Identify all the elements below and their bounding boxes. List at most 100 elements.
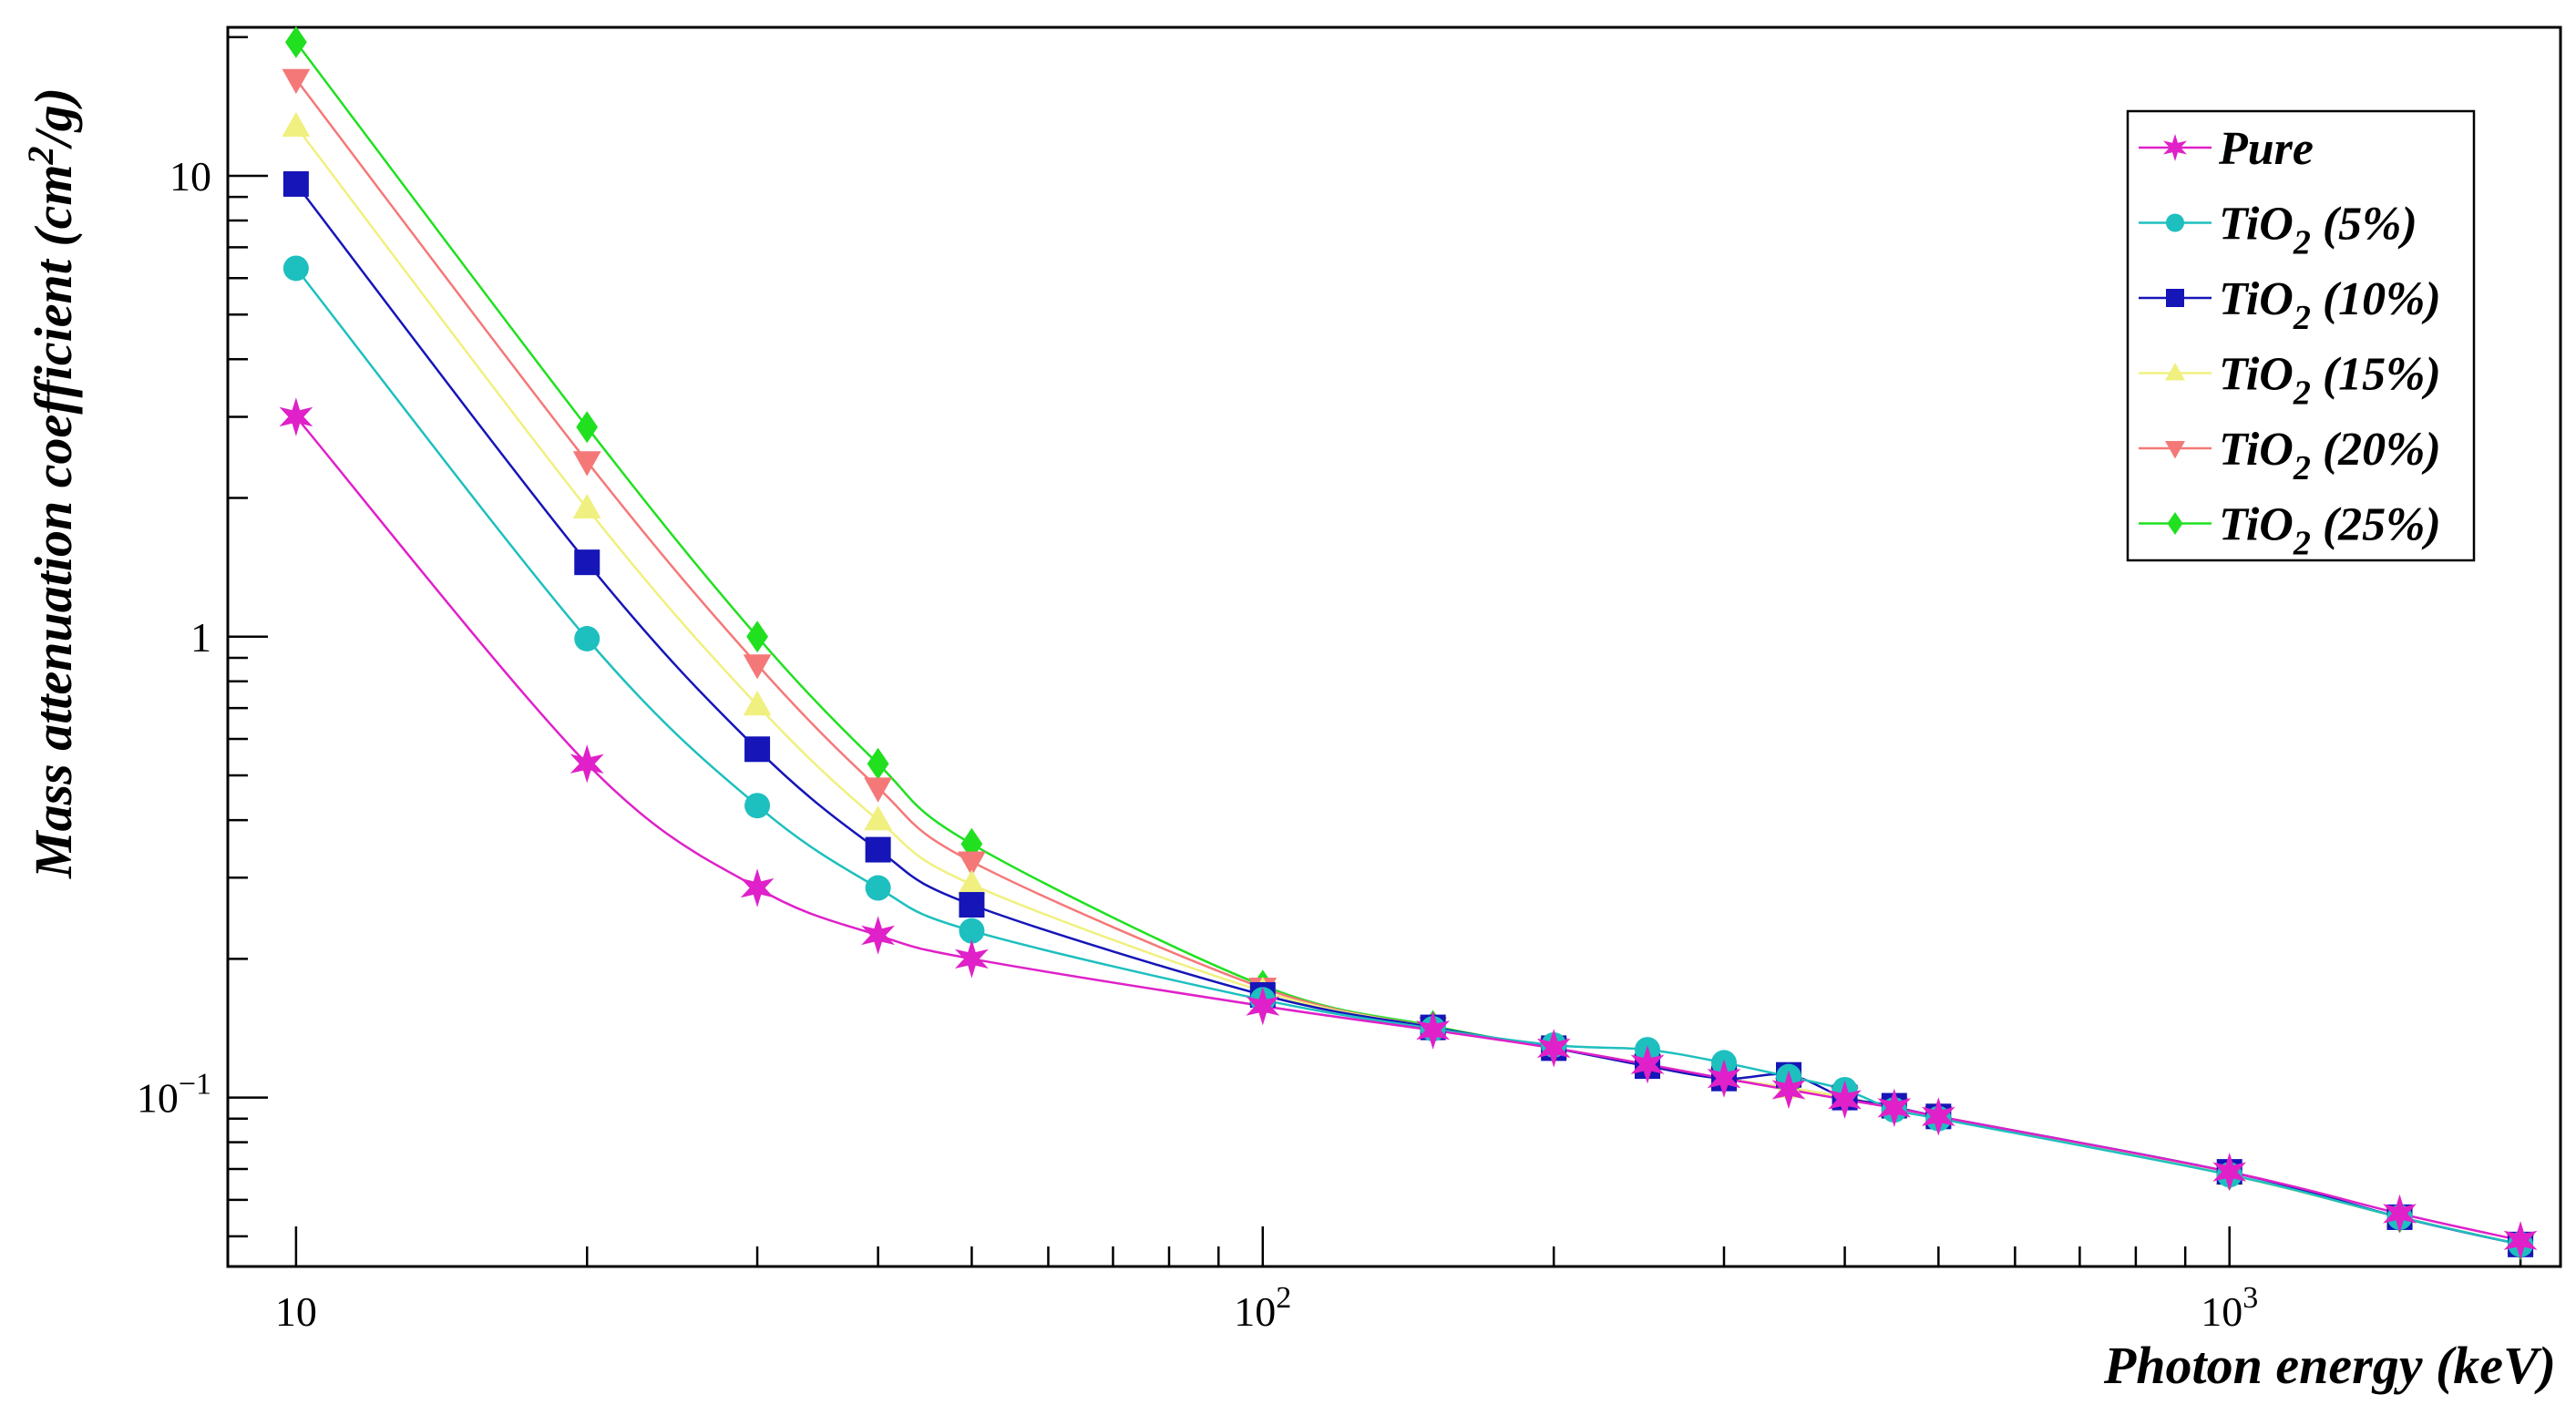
- data-point: [2383, 1194, 2417, 1234]
- x-axis-title: Photon energy (keV): [2103, 1336, 2556, 1395]
- y-tick-label-base: 1: [190, 614, 211, 661]
- y-tick-label-base: 10: [169, 153, 211, 200]
- legend-label-name: TiO: [2219, 349, 2294, 401]
- legend-label: TiO2 (10%): [2219, 273, 2441, 337]
- data-point: [1416, 1010, 1450, 1050]
- data-point: [867, 747, 889, 780]
- x-tick-label-base: 10: [2201, 1288, 2242, 1335]
- data-point: [740, 868, 775, 907]
- y-axis-title-post: /g): [24, 87, 83, 149]
- legend-box: [2126, 109, 2476, 562]
- data-point: [743, 690, 772, 716]
- legend-label-suffix: (10%): [2311, 273, 2441, 325]
- data-point: [285, 26, 307, 58]
- series-markers: [279, 26, 2538, 1261]
- legend-label: Pure: [2218, 123, 2314, 175]
- x-tick-label: 10: [275, 1288, 317, 1335]
- legend-label-sub: 2: [2293, 224, 2311, 262]
- legend-label: TiO2 (5%): [2219, 199, 2417, 262]
- data-point: [2503, 1221, 2538, 1260]
- y-axis-title: Mass attenuation coefficient (cm2/g): [20, 87, 83, 879]
- data-point: [746, 620, 768, 653]
- data-point: [1877, 1088, 1912, 1128]
- legend-item: TiO2 (15%): [2139, 349, 2441, 413]
- data-point: [1536, 1029, 1571, 1068]
- plot-frame: [226, 26, 2562, 1268]
- x-tick-label-exp: 3: [2242, 1281, 2258, 1315]
- legend-marker: [2167, 512, 2183, 535]
- data-point: [959, 918, 985, 944]
- legend-item: Pure: [2139, 123, 2314, 175]
- data-point: [279, 397, 313, 436]
- data-point: [960, 827, 983, 860]
- legend-label: TiO2 (25%): [2219, 499, 2441, 563]
- data-point: [744, 793, 771, 819]
- data-point: [864, 805, 892, 831]
- legend-label-name: TiO: [2219, 499, 2294, 551]
- legend-label-name: TiO: [2219, 273, 2294, 325]
- data-point: [1828, 1080, 1862, 1120]
- data-point: [574, 549, 600, 576]
- legend-label-suffix: (15%): [2311, 349, 2441, 401]
- legend-label: TiO2 (15%): [2219, 349, 2441, 413]
- data-point: [2212, 1152, 2247, 1192]
- data-point: [955, 939, 989, 979]
- data-point: [959, 892, 985, 918]
- data-point: [958, 869, 986, 895]
- data-point: [282, 255, 309, 282]
- data-point: [1630, 1045, 1665, 1084]
- legend-label-suffix: (25%): [2311, 499, 2441, 551]
- data-point: [574, 626, 600, 652]
- data-point: [1771, 1070, 1806, 1110]
- x-tick-label-base: 10: [1234, 1288, 1276, 1335]
- data-point: [744, 736, 771, 763]
- x-tick-label-base: 10: [275, 1288, 317, 1335]
- legend-label-name: TiO: [2219, 424, 2294, 476]
- legend-label-sub: 2: [2293, 374, 2311, 413]
- data-point: [570, 744, 604, 784]
- legend-label-name: Pure: [2218, 123, 2314, 175]
- y-tick-label: 10: [169, 153, 211, 200]
- legend-item: TiO2 (5%): [2139, 199, 2417, 262]
- y-axis-title-pre: Mass attenuation coefficient (cm: [24, 164, 83, 879]
- data-point: [282, 111, 311, 137]
- data-point: [865, 875, 891, 901]
- x-tick-label: 102: [1234, 1281, 1291, 1335]
- legend-label-name: TiO: [2219, 199, 2294, 251]
- data-point: [1707, 1059, 1741, 1098]
- legend-marker: [2163, 134, 2187, 161]
- y-tick-label: 1: [190, 614, 211, 661]
- x-axis: 10 102 103: [275, 1226, 2522, 1335]
- legend-marker: [2166, 289, 2184, 307]
- data-point: [865, 836, 891, 863]
- y-tick-label: 10−1: [137, 1068, 211, 1122]
- series-curves: [294, 41, 2521, 1246]
- x-tick-label-exp: 2: [1276, 1281, 1291, 1315]
- y-tick-label-base: 10: [137, 1075, 179, 1122]
- data-point: [572, 493, 601, 518]
- legend-item: TiO2 (25%): [2139, 499, 2441, 563]
- legend-label-sub: 2: [2293, 449, 2311, 487]
- legend-label: TiO2 (20%): [2219, 424, 2441, 487]
- data-point: [958, 851, 986, 877]
- data-point: [864, 777, 892, 803]
- data-point: [1246, 986, 1280, 1026]
- data-point: [282, 170, 309, 197]
- y-axis-title-sup: 2: [20, 146, 61, 165]
- legend-marker: [2166, 213, 2184, 232]
- legend-marker: [2165, 441, 2185, 459]
- legend-item: TiO2 (20%): [2139, 424, 2441, 487]
- data-point: [282, 68, 311, 95]
- legend-marker: [2165, 363, 2185, 381]
- legend-label-sub: 2: [2293, 525, 2311, 563]
- legend-label-suffix: (20%): [2311, 424, 2441, 476]
- data-point: [743, 654, 772, 680]
- data-point: [861, 916, 895, 955]
- legend-item: TiO2 (10%): [2139, 273, 2441, 337]
- data-point: [572, 451, 601, 477]
- y-tick-label-exp: −1: [179, 1068, 211, 1102]
